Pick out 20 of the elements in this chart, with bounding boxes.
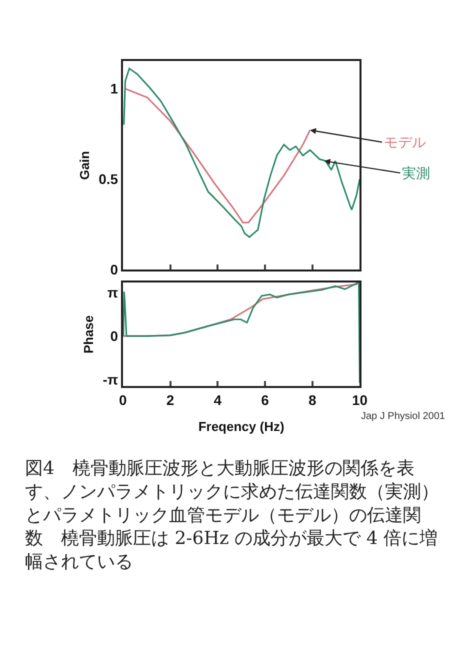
x-tick-label: 2 [166,392,174,408]
y-axis-title: Gain [77,150,92,180]
x-tick-label: 8 [308,392,316,408]
text: Jap J Physiol 2001 [361,411,446,422]
y-axis-title: Phase [81,315,96,354]
x-tick-label: 6 [261,392,270,408]
caption: 図4 橈骨動脈圧波形と大動脈圧波形の関係を表す、ノンパラメトリックに求めた伝達関数（実測）とパラメトリック血管モデル（モデル）の伝達関数 橈骨動脈圧は 2-6Hz の成分が最大で 4 倍に増幅されている [25,458,439,573]
y-tick-label: π [107,284,118,300]
line-series [123,68,360,238]
x-tick-label: 10 [352,392,368,408]
y-tick-label: 0.5 [98,170,118,187]
annotation: モデル [384,134,426,150]
annotation: 実測 [402,165,430,181]
y-tick-label: -π [102,371,118,388]
x-axis-title: Freqency (Hz) [198,419,284,434]
y-tick-label: 0 [110,328,118,344]
line-series [122,282,360,384]
x-tick-label: 4 [214,392,222,408]
y-tick-label: 1 [110,80,118,96]
y-tick-label: 0 [110,262,118,278]
